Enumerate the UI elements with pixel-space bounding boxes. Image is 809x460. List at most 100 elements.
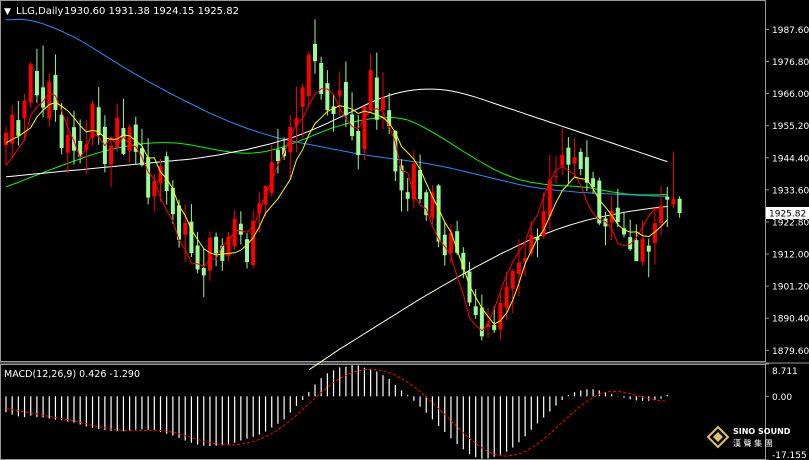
candle [467, 261, 472, 307]
candle-body [516, 262, 521, 275]
candle-body [566, 147, 571, 165]
candle [306, 51, 311, 107]
candle-body [393, 130, 398, 172]
candle [473, 289, 478, 319]
candle-body [646, 245, 651, 252]
candle-body [294, 118, 299, 126]
candle-body [245, 239, 250, 263]
candle [109, 137, 114, 187]
candle [343, 61, 348, 128]
candle [269, 144, 274, 197]
watermark-brand: SINO SOUND [733, 427, 791, 436]
macd-tick-label: 0.00 [772, 393, 792, 403]
price-tick-label: 1944.40 [772, 154, 809, 164]
candle-body [189, 221, 194, 254]
candle-body [362, 106, 367, 150]
candle-body [177, 205, 182, 240]
candle-body [226, 236, 231, 257]
ohlc-readout: 1930.60 1931.38 1924.15 1925.82 [64, 6, 239, 17]
candle-body [387, 110, 392, 126]
candle [646, 238, 651, 278]
candle-body [374, 77, 379, 120]
candle-body [652, 223, 657, 243]
candle-body [300, 87, 305, 107]
ma-40-line [5, 116, 668, 196]
candle [405, 177, 410, 212]
candle-body [238, 223, 243, 235]
candle-body [201, 268, 206, 276]
candle-body [591, 178, 596, 187]
candle-body [16, 120, 21, 136]
candle [393, 130, 398, 181]
candle-body [170, 187, 175, 215]
candle-body [47, 81, 52, 119]
price-tick-label: 1922.80 [772, 218, 809, 228]
candle [22, 93, 27, 142]
candle [245, 233, 250, 269]
candle-body [350, 114, 355, 137]
candle-body [53, 74, 58, 110]
candle [232, 210, 237, 251]
candle [356, 114, 361, 170]
candle [671, 151, 676, 209]
macd-tick-label: -17.155 [772, 451, 807, 460]
candle-body [59, 114, 64, 148]
candle-body [615, 207, 620, 222]
candle-body [498, 303, 503, 330]
candle-body [306, 54, 311, 96]
candle [399, 159, 404, 212]
candle [436, 183, 441, 248]
symbol-menu-arrow-icon[interactable]: ▼ [4, 7, 11, 17]
candle-body [78, 140, 83, 157]
candle-body [442, 234, 447, 256]
candle-body [164, 156, 169, 192]
candle-body [207, 237, 212, 271]
candle-body [455, 231, 460, 253]
candle-body [424, 192, 429, 216]
price-tick-label: 1955.20 [772, 122, 809, 132]
candle-body [183, 222, 188, 235]
candle [10, 105, 15, 159]
candle-body [677, 198, 682, 214]
candle-body [232, 218, 237, 247]
candle [572, 138, 577, 178]
watermark-chinese: 漢 聲 集 團 [733, 438, 773, 448]
candle [350, 92, 355, 141]
candle [158, 158, 163, 203]
candle [121, 98, 126, 156]
candle-body [380, 97, 385, 110]
candle [652, 207, 657, 265]
candle [78, 119, 83, 164]
candle-body [127, 127, 132, 151]
candle-body [529, 234, 534, 254]
candle [90, 100, 95, 146]
candle-body [343, 82, 348, 116]
candle-body [121, 128, 126, 154]
candle-body [71, 127, 76, 151]
candle-body [288, 126, 293, 153]
candle [622, 211, 626, 238]
candle [591, 171, 596, 194]
candle [251, 210, 256, 268]
price-tick-label: 1933.60 [772, 186, 809, 196]
candle-body [146, 157, 151, 198]
candle-body [572, 157, 577, 164]
candle-body [331, 106, 336, 115]
candle-body [325, 83, 330, 110]
candle-body [152, 180, 157, 197]
macd-tick-label: 8.711 [772, 367, 798, 377]
price-tick-label: 1890.40 [772, 315, 809, 325]
candle [96, 87, 101, 145]
candle-body [368, 70, 373, 111]
candle-body [436, 185, 441, 242]
macd-signal-line [5, 368, 668, 457]
candle-body [220, 245, 225, 261]
candle-body [671, 198, 676, 205]
candle [677, 196, 682, 218]
price-tick-label: 1912.00 [772, 251, 809, 261]
candle [374, 52, 379, 130]
candle-body [418, 169, 423, 200]
candle [510, 268, 515, 314]
candle-body [109, 145, 114, 165]
candle [430, 185, 435, 225]
